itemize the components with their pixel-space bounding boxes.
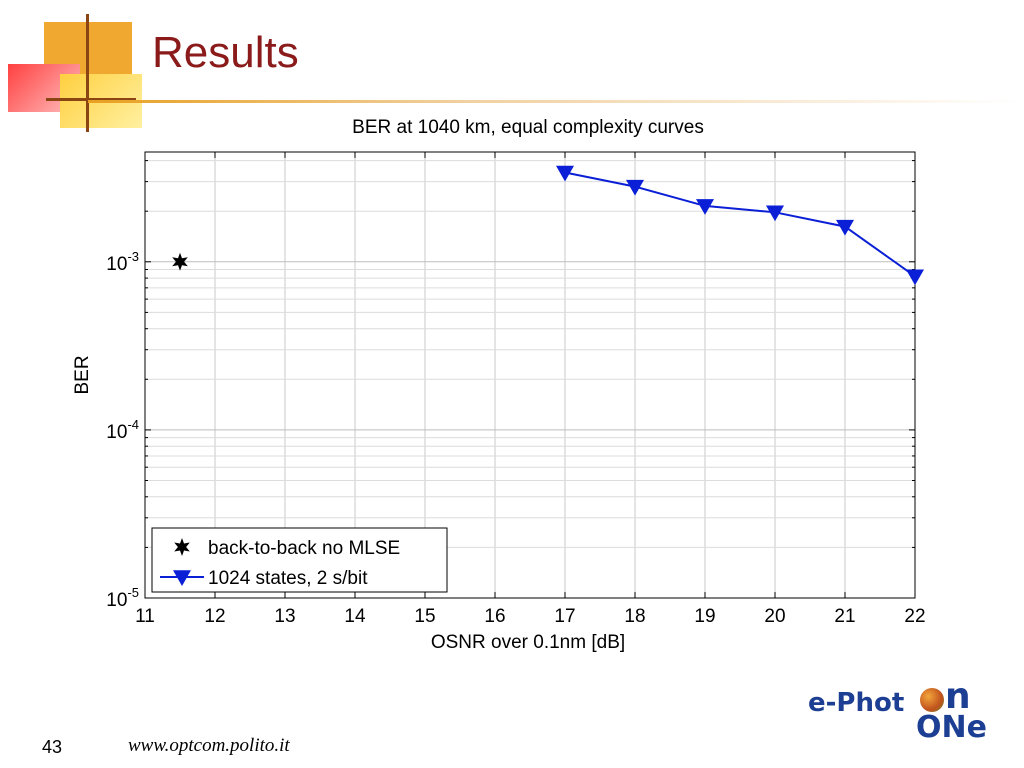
y-axis-ticks: 10-5 10-4 10-3: [106, 249, 139, 611]
legend-box: [151, 527, 448, 593]
footer-url: www.optcom.polito.it: [128, 735, 290, 756]
decor-vertical-line: [86, 14, 89, 132]
data-point-1-5: [906, 269, 924, 286]
y-tick-label-0: 10-5: [106, 585, 139, 611]
slide-title: Results: [152, 28, 299, 77]
data-point-0-0: [172, 252, 188, 271]
x-tick-label-8: 19: [694, 606, 715, 627]
title-underline: [88, 100, 1024, 103]
logo-text-2: n: [945, 676, 971, 717]
series: [172, 165, 924, 286]
data-point-1-2: [696, 199, 714, 215]
x-tick-label-0: 11: [135, 606, 155, 627]
logo-text-3: ONe: [916, 710, 987, 745]
data-point-1-0: [556, 165, 574, 182]
logo-text-1: e-Phot: [808, 688, 905, 718]
x-tick-label-6: 17: [554, 606, 575, 627]
legend-marker-1: [173, 570, 191, 586]
legend-marker-0: [174, 538, 190, 556]
x-axis-ticks: 11 12 13 14 15 16 17 18 19 20 21 22: [135, 152, 926, 627]
page-number: 43: [42, 737, 63, 757]
x-tick-label-11: 22: [904, 606, 925, 627]
data-point-1-4: [836, 219, 854, 236]
plot-frame: [144, 151, 916, 599]
x-tick-label-2: 13: [274, 606, 295, 627]
x-axis-label: OSNR over 0.1nm [dB]: [431, 632, 625, 653]
x-tick-label-9: 20: [764, 606, 785, 627]
y-tick-label-1: 10-4: [106, 417, 139, 443]
legend-label-0: back-to-back no MLSE: [208, 538, 400, 559]
y-tick-label-2: 10-3: [106, 249, 139, 275]
data-point-1-1: [626, 179, 644, 196]
x-tick-label-4: 15: [414, 606, 435, 627]
x-tick-label-1: 12: [204, 606, 225, 627]
x-tick-label-10: 21: [834, 606, 855, 627]
legend-label-1: 1024 states, 2 s/bit: [208, 568, 368, 589]
decor-horizontal-line: [46, 98, 136, 101]
x-tick-label-7: 18: [624, 606, 645, 627]
globe-icon: [920, 688, 944, 712]
series-line-1: [564, 171, 916, 278]
x-tick-label-5: 16: [484, 606, 505, 627]
e-photon-one-logo: e-Phot n ONe: [808, 676, 998, 745]
y-axis-label: BER: [72, 355, 93, 394]
legend: back-to-back no MLSE 1024 states, 2 s/bit: [151, 527, 448, 593]
x-tick-label-3: 14: [344, 606, 366, 627]
chart-title: BER at 1040 km, equal complexity curves: [352, 117, 704, 138]
data-point-1-3: [766, 205, 784, 222]
